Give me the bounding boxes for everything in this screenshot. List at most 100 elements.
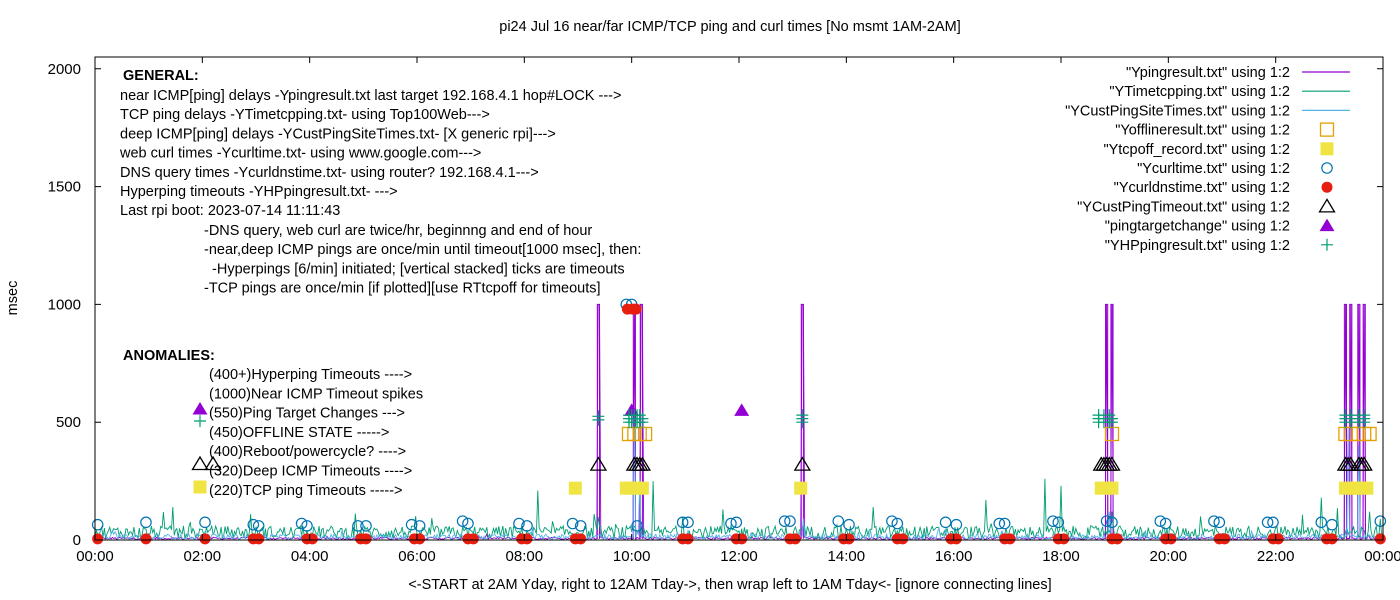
series-6-point-23 xyxy=(736,533,748,545)
x-tick-label: 02:00 xyxy=(184,548,222,565)
series-8-point-1 xyxy=(734,403,750,416)
series-5-point-27 xyxy=(843,518,855,531)
series-5-point-5 xyxy=(295,517,308,530)
x-tick-label: 06:00 xyxy=(398,548,436,565)
series-3-point-3 xyxy=(637,426,653,442)
series-9-point-44 xyxy=(1358,409,1371,422)
x-tick-label: 00:00 xyxy=(1364,548,1400,565)
anomaly-line: (1000)Near ICMP Timeout spikes xyxy=(209,386,423,402)
general-line: Last rpi boot: 2023-07-14 11:11:43 xyxy=(120,203,340,219)
series-5-point-43 xyxy=(1267,516,1279,529)
series-5-point-12 xyxy=(462,517,474,530)
series-9-point-1 xyxy=(592,410,605,423)
series-6-point-31 xyxy=(950,533,962,545)
y-tick-label: 0 xyxy=(73,532,81,549)
x-tick-label: 12:00 xyxy=(720,548,758,565)
y-tick-label: 1500 xyxy=(48,179,81,196)
series-7-point-8 xyxy=(1097,456,1116,471)
legend-label: "YCustPingSiteTimes.txt" using 1:2 xyxy=(1065,103,1290,119)
series-9-point-32 xyxy=(1105,412,1118,425)
series-0 xyxy=(95,303,1384,541)
legend-label: "Ytcpoff_record.txt" using 1:2 xyxy=(1103,142,1290,158)
series-5-point-2 xyxy=(199,516,211,529)
series-7-point-4 xyxy=(633,456,652,471)
series-4-point-13 xyxy=(1360,481,1374,495)
x-tick-label: 08:00 xyxy=(506,548,544,565)
series-6-point-35 xyxy=(1058,533,1070,545)
series-6-point-25 xyxy=(789,533,801,545)
series-5-point-3 xyxy=(247,518,260,531)
note-line: -near,deep ICMP pings are once/min until… xyxy=(204,242,641,258)
general-line: TCP ping delays -YTimetcpping.txt- using… xyxy=(120,107,490,123)
series-7-point-10 xyxy=(1103,456,1121,471)
series-6-point-4 xyxy=(253,533,265,545)
series-4-point-4 xyxy=(635,481,649,495)
general-line: near ICMP[ping] delays -Ypingresult.txt … xyxy=(120,88,621,104)
x-tick-label: 18:00 xyxy=(1042,548,1080,565)
legend-swatch xyxy=(1321,181,1333,193)
series-5-point-15 xyxy=(566,517,579,530)
x-tick-label: 16:00 xyxy=(935,548,973,565)
anomaly-line: (400+)Hyperping Timeouts ----> xyxy=(209,367,412,383)
y-axis-label: msec xyxy=(5,281,21,316)
series-4-point-8 xyxy=(1105,481,1119,495)
series-6-point-0 xyxy=(92,533,104,545)
series-5-point-41 xyxy=(1213,516,1226,529)
series-5-point-8 xyxy=(360,520,372,532)
legend-swatch xyxy=(1321,238,1333,251)
note-line: -Hyperpings [6/min] initiated; [vertical… xyxy=(204,261,625,277)
series-5-point-14 xyxy=(521,520,533,532)
series-6-point-37 xyxy=(1111,533,1123,545)
series-5-point-24 xyxy=(778,515,791,527)
series-5-point-32 xyxy=(993,517,1006,530)
series-5-point-33 xyxy=(998,517,1011,530)
series-5-point-0 xyxy=(91,518,104,531)
series-5-point-7 xyxy=(352,520,364,532)
series-5-point-20 xyxy=(676,516,689,529)
legend-label: "YTimetcpping.txt" using 1:2 xyxy=(1109,84,1290,100)
series-5-point-34 xyxy=(1047,515,1059,527)
series-5-point-38 xyxy=(1154,515,1167,527)
general-line: web curl times -Ycurltime.txt- using www… xyxy=(119,146,481,162)
series-7-point-0 xyxy=(589,456,608,471)
y-tick-label: 2000 xyxy=(48,61,81,78)
note-line: -DNS query, web curl are twice/hr, begin… xyxy=(204,223,592,239)
series-6-point-1 xyxy=(140,533,152,545)
series-9-point-21 xyxy=(796,409,809,422)
series-5-point-36 xyxy=(1100,515,1113,527)
series-7-point-16 xyxy=(1355,456,1373,471)
series-5-point-13 xyxy=(513,517,525,530)
series-6-point-6 xyxy=(306,533,318,545)
legend-label: "Ypingresult.txt" using 1:2 xyxy=(1126,65,1290,81)
series-5 xyxy=(91,298,1387,532)
series-5-point-19 xyxy=(631,520,643,532)
series-7-point-15 xyxy=(1352,456,1371,471)
series-9-point-18 xyxy=(636,412,649,425)
anomaly-line: (220)TCP ping Timeouts -----> xyxy=(209,483,403,499)
series-6-point-43 xyxy=(1272,533,1284,545)
series-5-point-1 xyxy=(140,516,152,529)
series-5-point-46 xyxy=(1374,515,1387,527)
y-tick-label: 500 xyxy=(56,414,81,431)
series-6-point-29 xyxy=(897,533,909,545)
chart-title: pi24 Jul 16 near/far ICMP/TCP ping and c… xyxy=(499,19,960,35)
legend-label: "Ycurldnstime.txt" using 1:2 xyxy=(1114,180,1290,196)
series-6-point-8 xyxy=(360,533,372,545)
annotations: GENERAL: near ICMP[ping] delays -Ypingres… xyxy=(119,68,641,499)
anomaly-line: (450)OFFLINE STATE -----> xyxy=(209,425,389,441)
legend: "Ypingresult.txt" using 1:2 "YTimetcpping… xyxy=(1065,65,1350,254)
general-header: GENERAL: xyxy=(123,68,199,84)
series-3 xyxy=(621,426,1377,442)
series-3-point-9 xyxy=(1362,426,1377,442)
series-5-point-6 xyxy=(301,520,313,532)
general-line: Hyperping timeouts -YHPpingresult.txt- -… xyxy=(120,184,398,200)
series-7-point-11 xyxy=(1336,456,1355,471)
anomaly-line: (320)Deep ICMP Timeouts ----> xyxy=(209,464,412,480)
series-6-point-41 xyxy=(1219,533,1231,545)
series-5-point-42 xyxy=(1261,516,1274,529)
series-7-point-13 xyxy=(1342,456,1360,471)
series-5-point-37 xyxy=(1106,516,1118,529)
x-axis-label: <-START at 2AM Yday, right to 12AM Tday-… xyxy=(408,577,1051,593)
series-6-point-33 xyxy=(1004,533,1016,545)
legend-swatch xyxy=(1320,142,1334,156)
